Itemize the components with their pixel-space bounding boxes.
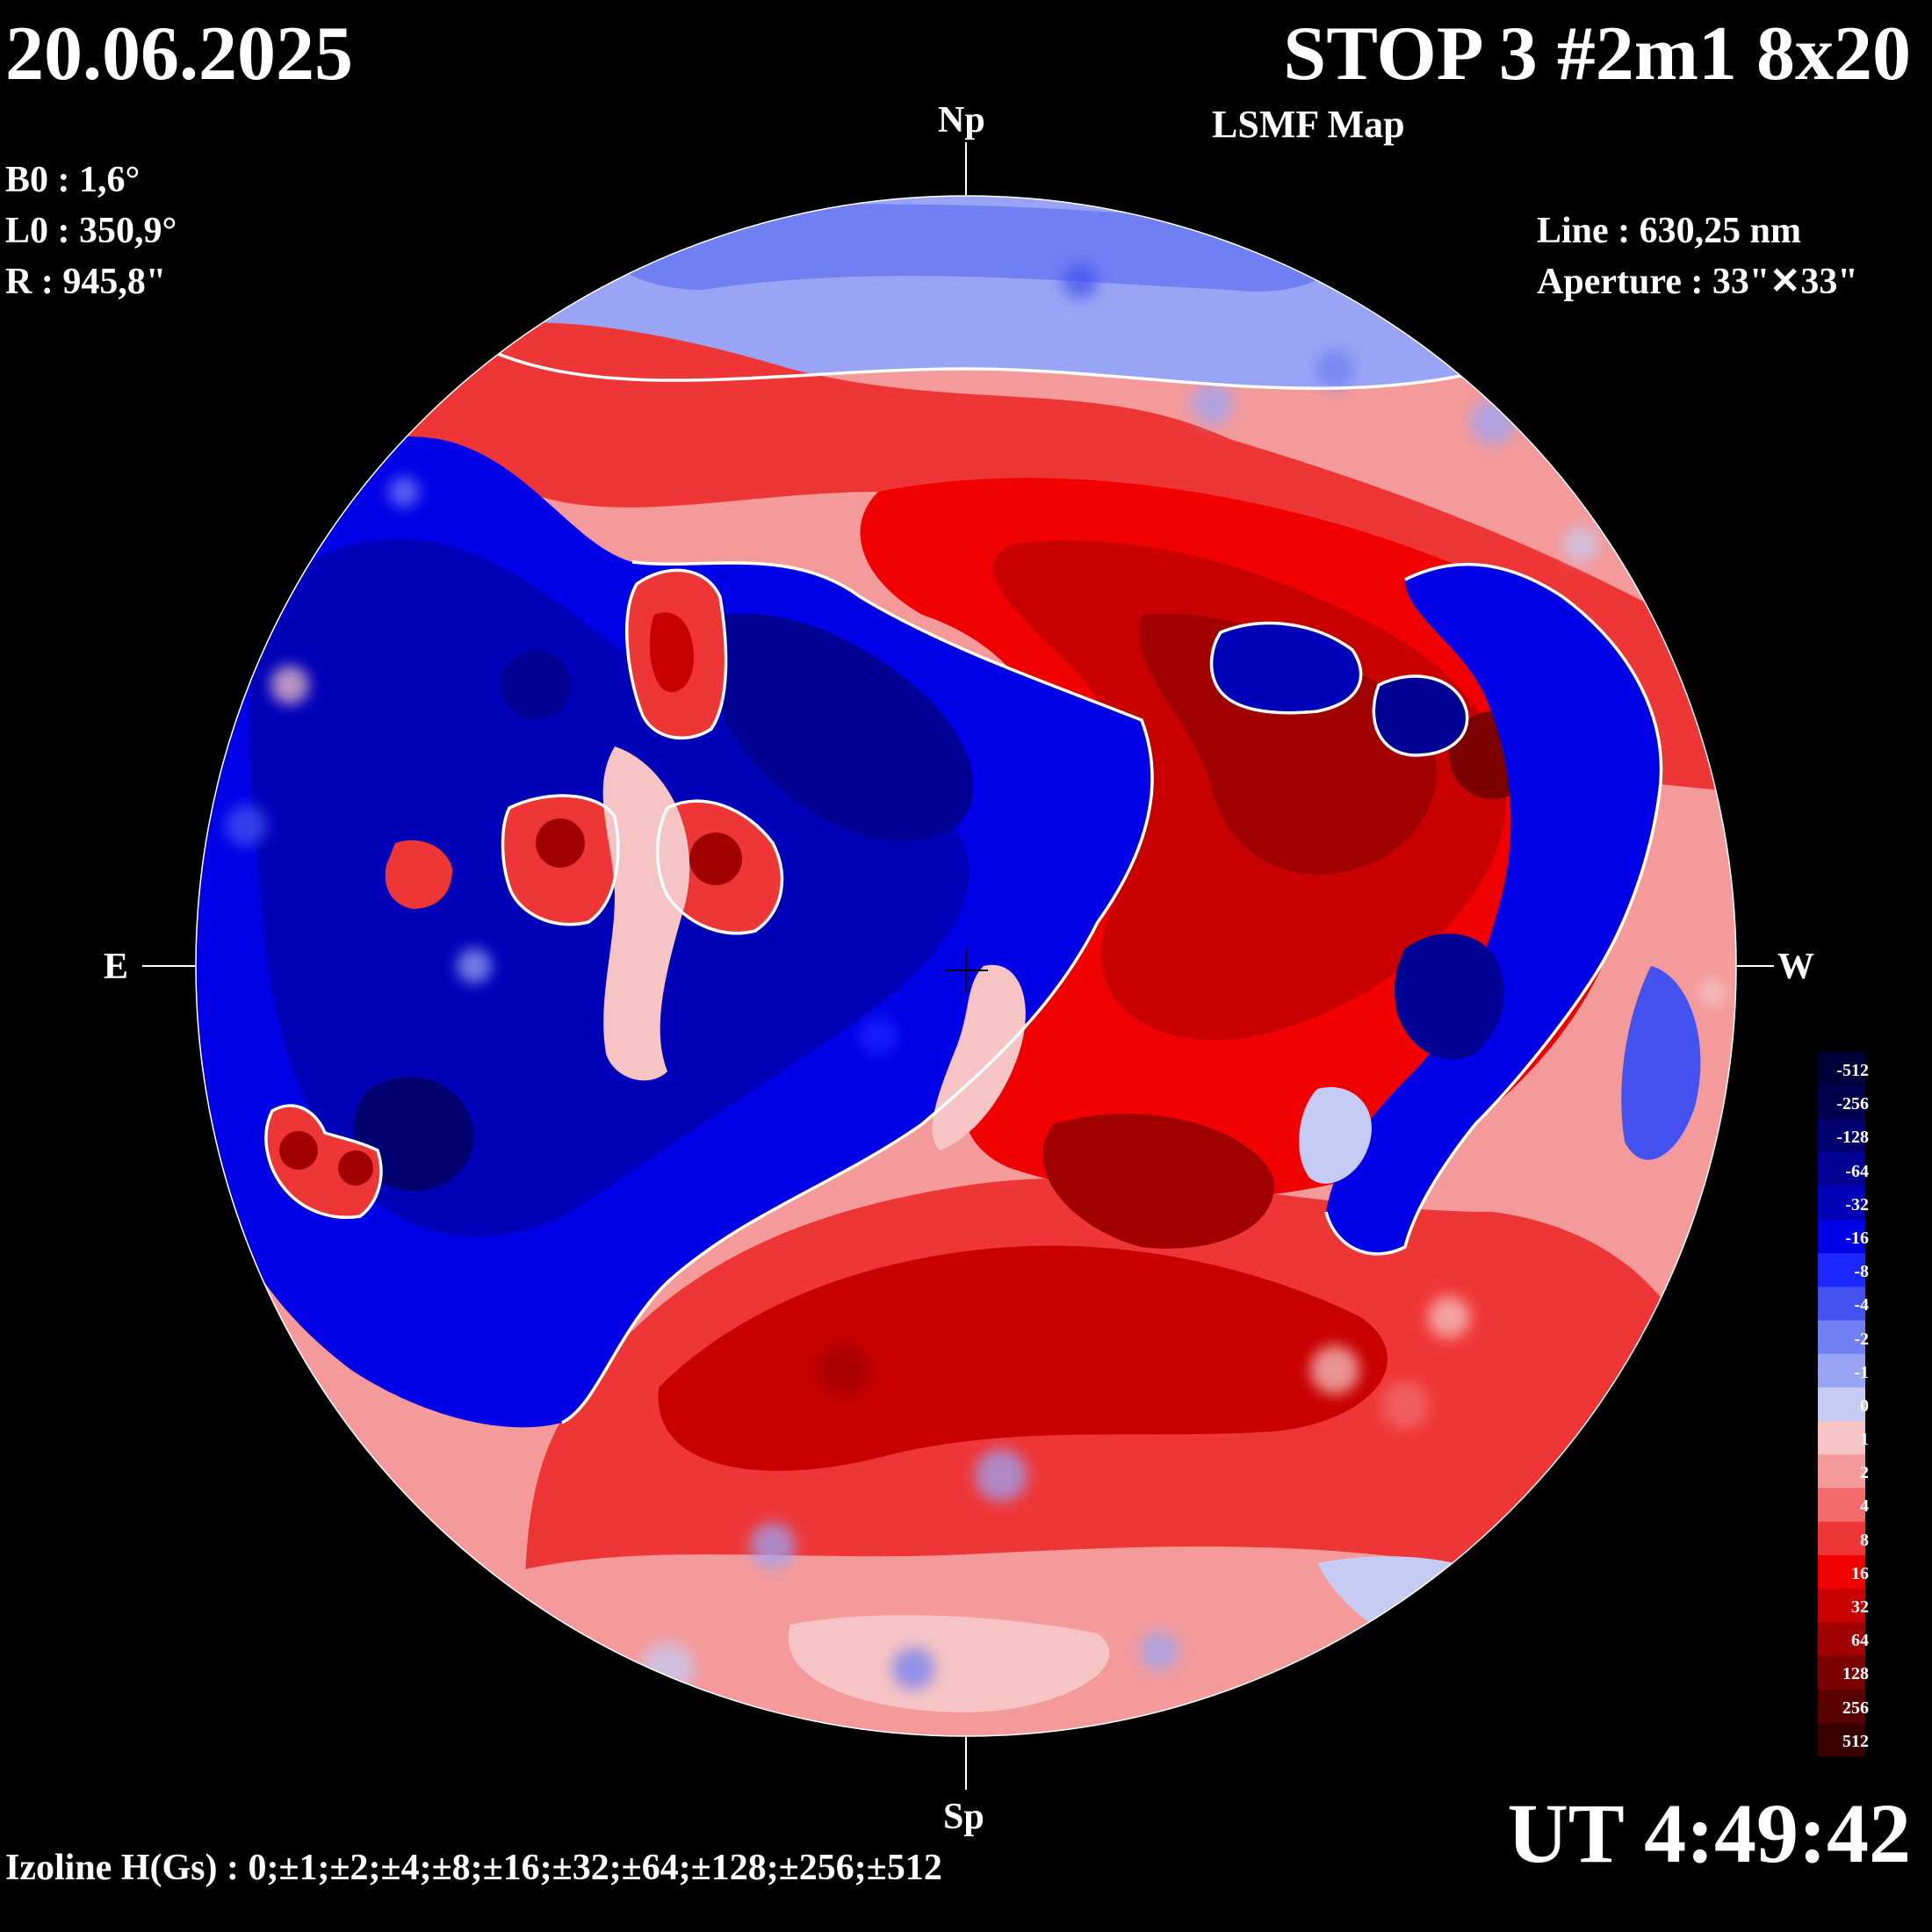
color-scale-swatch [1818, 1152, 1865, 1187]
color-scale-swatch [1818, 1353, 1865, 1388]
ephemeris-params: B0 : 1,6° L0 : 350,9° R : 945,8" [5, 155, 177, 307]
north-pole-label: Np [938, 100, 985, 141]
west-label: W [1777, 947, 1814, 987]
color-scale-swatch [1818, 1622, 1865, 1656]
color-scale-label: 0 [1860, 1395, 1869, 1416]
color-scale-label: 256 [1842, 1698, 1869, 1718]
color-scale-swatch [1818, 1119, 1865, 1154]
color-scale-swatch [1818, 1287, 1865, 1322]
color-scale-bar [1818, 1052, 1865, 1757]
color-scale-label: -256 [1836, 1094, 1869, 1114]
color-scale-swatch [1818, 1655, 1865, 1690]
color-scale-label: 4 [1860, 1496, 1869, 1517]
color-scale-swatch [1818, 1052, 1865, 1086]
aperture: Aperture : 33"✕33" [1537, 262, 1858, 302]
south-pole-label: Sp [943, 1797, 984, 1837]
color-scale-swatch [1818, 1488, 1865, 1523]
color-scale-swatch [1818, 1454, 1865, 1489]
color-scale-swatch [1818, 1253, 1865, 1287]
color-scale-label: -1 [1854, 1362, 1869, 1382]
color-scale-label: 512 [1842, 1731, 1869, 1751]
color-scale-label: 8 [1860, 1530, 1869, 1550]
color-scale-swatch [1818, 1421, 1865, 1455]
color-scale-label: 2 [1860, 1463, 1869, 1483]
axis-ticks [142, 142, 1774, 1790]
map-subtitle: LSMF Map [1212, 103, 1405, 146]
param-b0: B0 : 1,6° [5, 160, 141, 200]
map-title: STOP 3 #2m1 8x20 [1283, 11, 1911, 97]
color-scale-label: 32 [1851, 1597, 1869, 1618]
color-scale-swatch [1818, 1186, 1865, 1221]
magnetic-field-map [196, 196, 1736, 1736]
color-scale-label: -16 [1845, 1228, 1869, 1248]
color-scale-swatch [1818, 1722, 1865, 1757]
line-wavelength: Line : 630,25 nm [1537, 211, 1802, 251]
color-scale-swatch [1818, 1387, 1865, 1422]
color-scale-label: -8 [1854, 1262, 1869, 1282]
color-scale-swatch [1818, 1320, 1865, 1355]
color-scale-label: 64 [1851, 1631, 1869, 1651]
color-scale-label: -128 [1836, 1128, 1869, 1148]
neutral-lines [264, 350, 1663, 1424]
disk-center-cross [944, 948, 988, 992]
color-scale-swatch [1818, 1521, 1865, 1556]
color-scale-label: 1 [1860, 1430, 1869, 1450]
color-scale-label: -32 [1845, 1194, 1869, 1215]
east-label: E [104, 947, 129, 987]
color-scale-label: -64 [1845, 1161, 1869, 1181]
color-scale-swatch [1818, 1589, 1865, 1623]
color-scale-label: -4 [1854, 1295, 1869, 1316]
instrument-info: Line : 630,25 nm Aperture : 33"✕33" [1537, 205, 1858, 307]
observation-time: UT 4:49:42 [1507, 1786, 1911, 1880]
color-scale-label: 128 [1842, 1664, 1869, 1684]
color-scale-swatch [1818, 1554, 1865, 1590]
color-scale-label: 16 [1851, 1563, 1869, 1583]
izoline-levels: Izoline H(Gs) : 0;±1;±2;±4;±8;±16;±32;±6… [5, 1848, 942, 1888]
param-radius: R : 945,8" [5, 262, 167, 302]
color-scale-swatch [1818, 1689, 1865, 1724]
solar-limb [195, 195, 1737, 1737]
color-scale-swatch [1818, 1085, 1865, 1120]
observation-date: 20.06.2025 [5, 11, 353, 97]
param-l0: L0 : 350,9° [5, 211, 177, 251]
color-scale-swatch [1818, 1219, 1865, 1254]
color-scale-label: -512 [1836, 1061, 1869, 1080]
color-scale-label: -2 [1854, 1329, 1869, 1349]
